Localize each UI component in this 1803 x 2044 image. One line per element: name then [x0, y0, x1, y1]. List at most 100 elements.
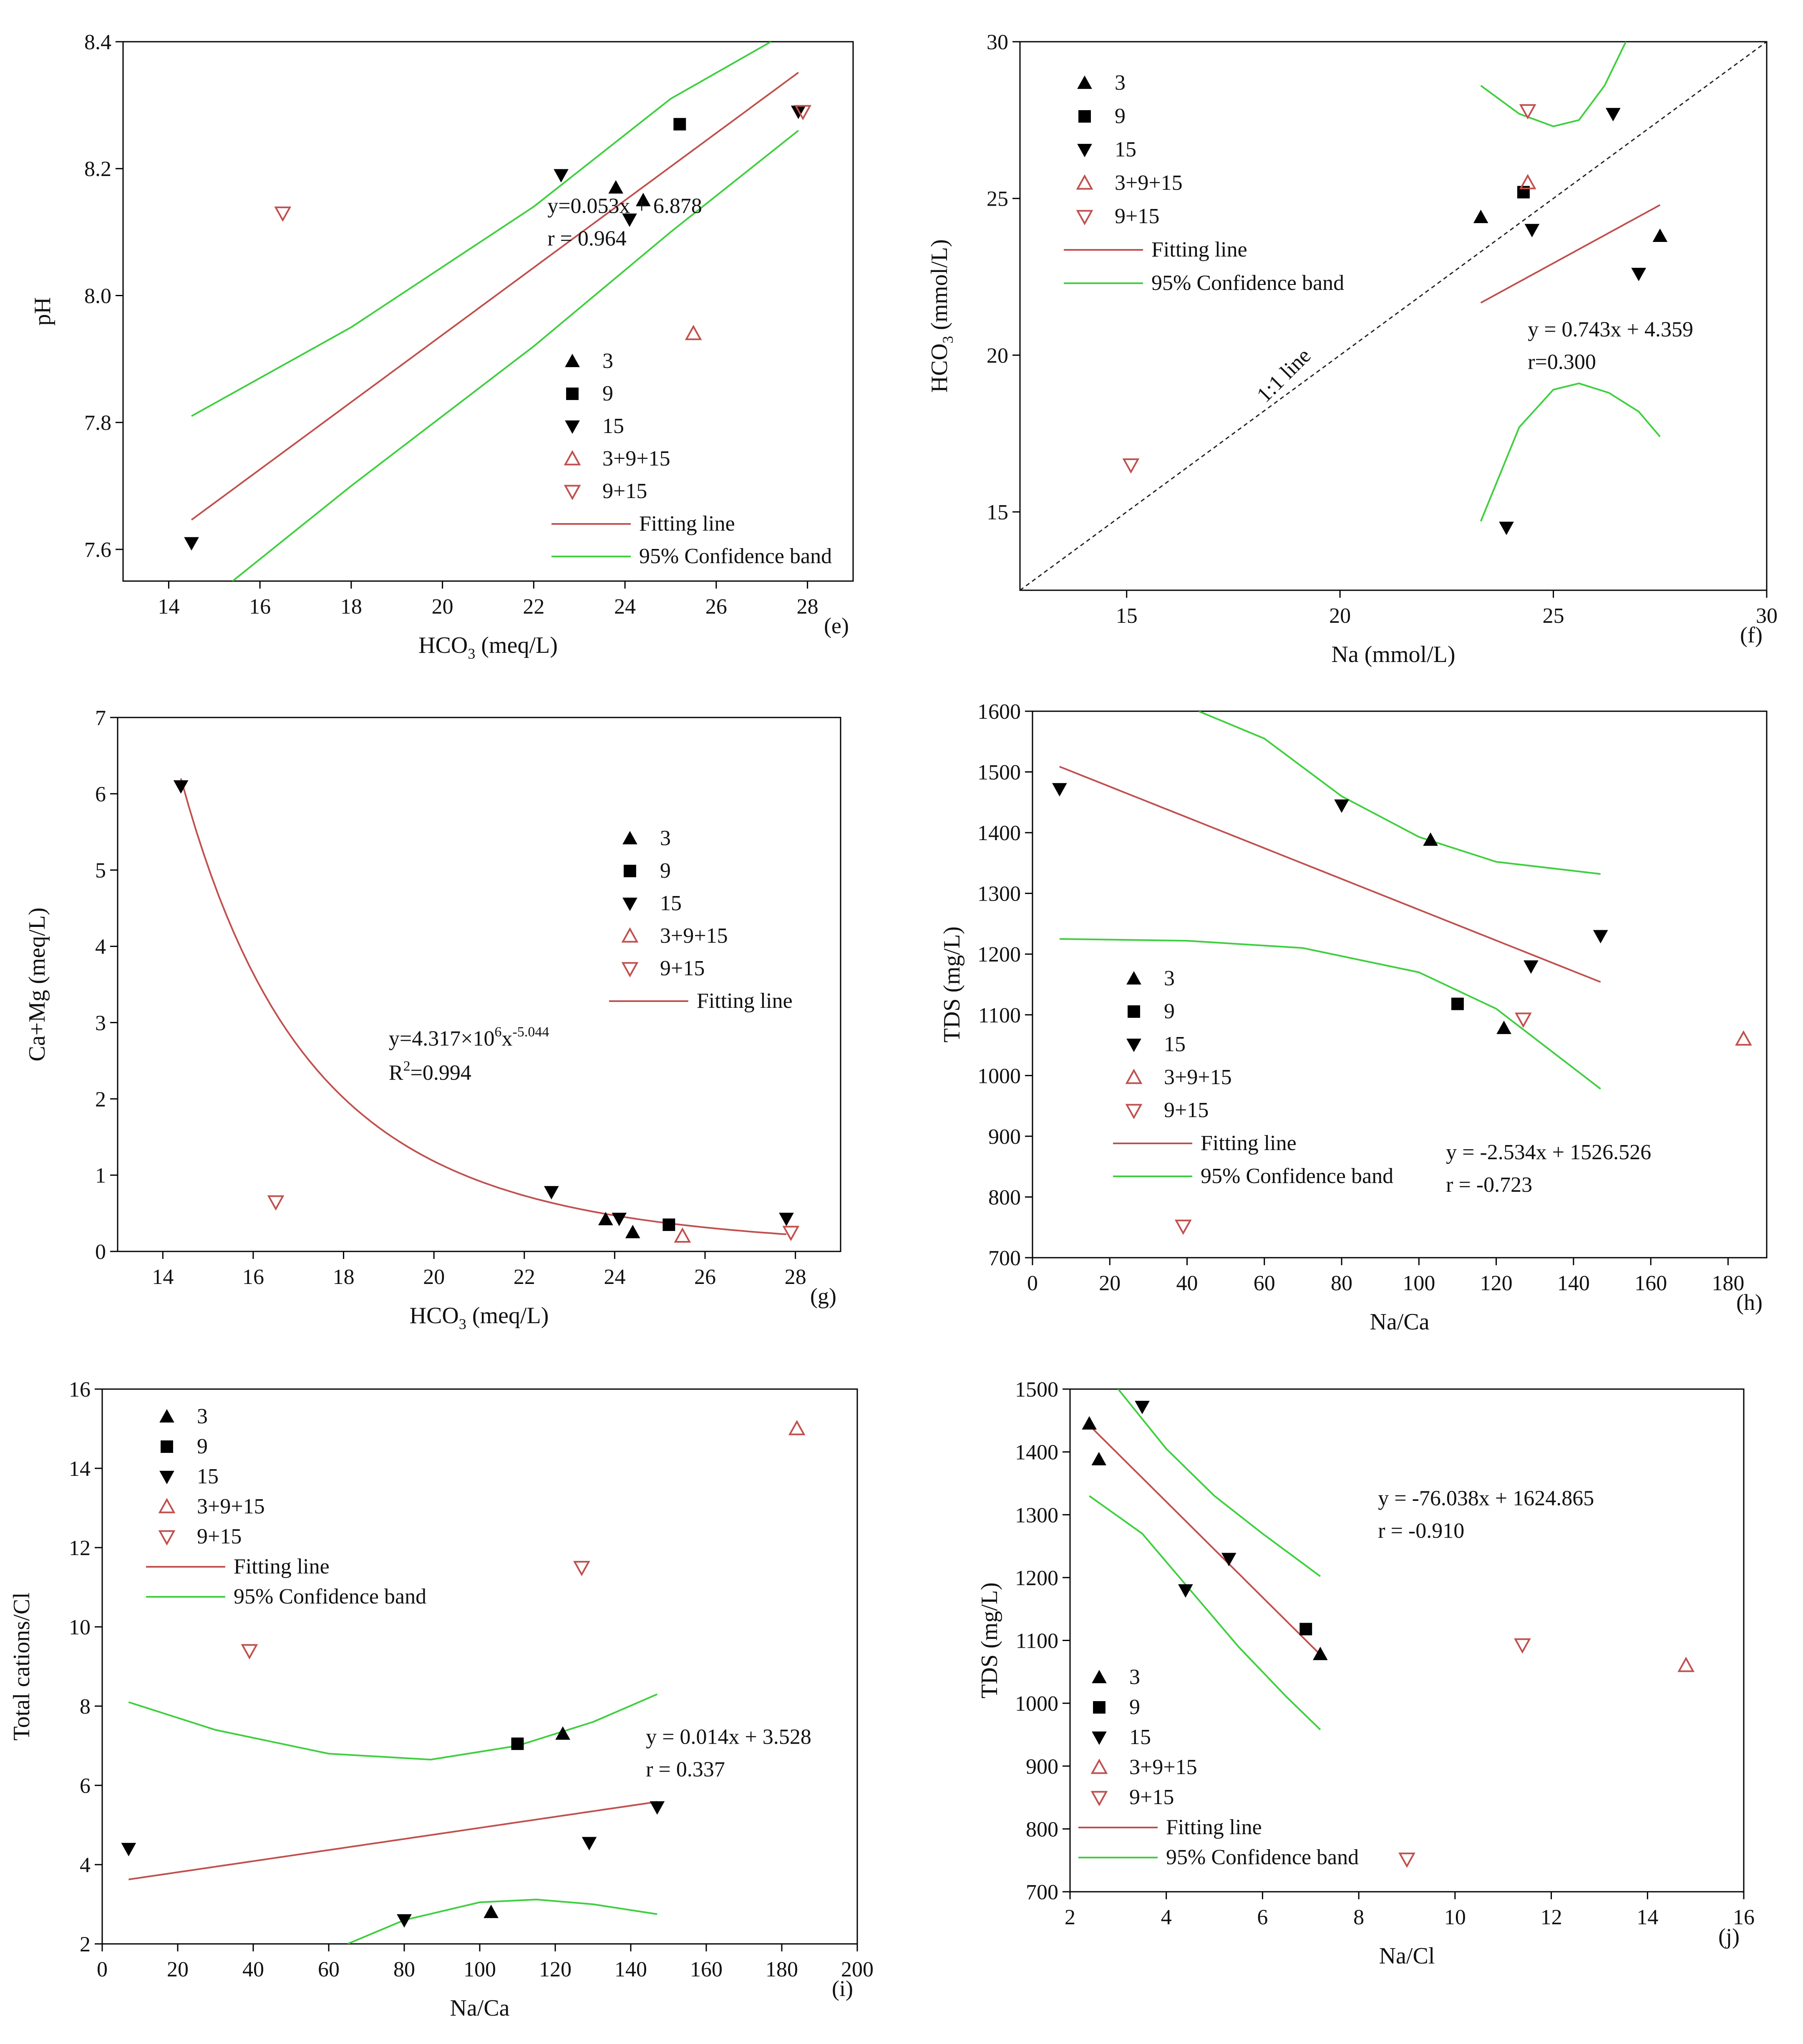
data-point-series-3 [625, 1225, 640, 1238]
y-tick-label: 900 [988, 1125, 1021, 1149]
x-tick-label: 16 [249, 595, 271, 619]
legend-marker [161, 1440, 173, 1453]
fit-correlation: r = -0.723 [1446, 1173, 1532, 1197]
fit-r-squared: R2=0.994 [389, 1058, 471, 1085]
x-tick-label: 40 [242, 1958, 264, 1981]
data-point-series-9-15 [274, 206, 292, 222]
y-tick-label: 3 [95, 1011, 106, 1035]
fitting-line [180, 778, 787, 1235]
x-tick-label: 200 [841, 1958, 874, 1981]
legend-label: 15 [660, 891, 682, 915]
fitting-line [1480, 204, 1661, 304]
data-point-series-15 [1221, 1553, 1236, 1566]
data-point-series-3 [608, 180, 624, 194]
data-point-series-3-9-15 [674, 1227, 691, 1243]
x-tick-label: 100 [1403, 1271, 1435, 1295]
data-point-series-3-9-15 [788, 1420, 806, 1435]
x-tick-label: 80 [393, 1958, 415, 1981]
y-tick-label: 1000 [977, 1064, 1021, 1088]
data-point-series-3 [1496, 1020, 1511, 1034]
y-tick-label: 1100 [1016, 1629, 1058, 1653]
legend-label: 9 [1129, 1695, 1140, 1719]
y-tick-label: 0 [95, 1240, 106, 1264]
data-point-series-15 [1631, 267, 1646, 282]
fit-equation: y = 0.743x + 4.359 [1528, 317, 1693, 341]
data-point-series-15 [1523, 960, 1539, 974]
y-tick-label: 6 [95, 783, 106, 806]
legend-label: 3+9+15 [660, 924, 728, 948]
data-point-series-15 [779, 1213, 794, 1226]
legend-marker [1093, 1701, 1105, 1714]
data-point-series-15 [1334, 799, 1349, 813]
legend-marker [566, 388, 579, 400]
y-tick-label: 8.4 [84, 30, 111, 54]
data-point-series-9 [1299, 1623, 1312, 1636]
x-tick-label: 0 [97, 1958, 108, 1981]
legend-marker [1125, 1068, 1143, 1084]
plot-area [180, 778, 787, 1235]
chart-panel-j: 2 4 6 8 10 12 14 16 700 800 900 1000 1100 1200 1300 140… [977, 1378, 1755, 1969]
x-tick-label: 30 [1756, 604, 1778, 628]
legend-label: 9+15 [1115, 204, 1159, 228]
fit-equation: y = -76.038x + 1624.865 [1378, 1487, 1594, 1510]
legend-label: 3 [1115, 71, 1126, 95]
x-tick-label: 22 [523, 595, 544, 619]
legend-marker [565, 353, 580, 368]
data-point-series-15 [650, 1801, 665, 1815]
data-point-series-3-9-15 [685, 325, 702, 340]
legend-marker [1128, 1005, 1140, 1018]
fit-equation: y = 0.014x + 3.528 [646, 1725, 811, 1749]
legend-marker [1076, 210, 1093, 226]
data-point-series-15 [1593, 930, 1608, 944]
data-point-series-15 [397, 1914, 412, 1928]
fitting-line [191, 72, 799, 521]
x-tick-label: 18 [333, 1265, 355, 1289]
x-axis-label: Na/Cl [1379, 1943, 1435, 1969]
x-tick-label: 24 [604, 1265, 625, 1289]
data-point-series-15 [1052, 783, 1067, 797]
data-point-series-3 [483, 1904, 499, 1918]
legend-label: 15 [1164, 1032, 1186, 1056]
legend-marker [564, 485, 581, 501]
legend-label: 3+9+15 [1164, 1065, 1232, 1089]
confidence-band-lower [1088, 1495, 1321, 1730]
x-tick-label: 80 [1331, 1271, 1352, 1295]
y-tick-label: 5 [95, 859, 106, 883]
y-tick-label: 12 [69, 1536, 91, 1560]
legend-label: 9+15 [1164, 1098, 1209, 1122]
data-point-series-3 [1091, 1452, 1107, 1465]
y-tick-label: 1400 [1015, 1441, 1058, 1465]
legend: 3 9 15 3+9+15 9+15 Fitting line 95% Confidence… [1064, 71, 1344, 295]
y-tick-label: 800 [988, 1186, 1021, 1209]
y-tick-label: 800 [1026, 1817, 1058, 1841]
legend-label: 3+9+15 [197, 1495, 265, 1518]
data-point-series-3 [555, 1726, 570, 1740]
data-point-series-3-9-15 [1519, 174, 1536, 189]
legend-label: Fitting line [639, 512, 735, 536]
fit-correlation: r = 0.337 [646, 1757, 725, 1781]
x-tick-label: 26 [705, 595, 727, 619]
x-tick-label: 20 [167, 1958, 189, 1981]
data-point-series-9-15 [267, 1195, 285, 1211]
data-point-series-9-15 [1174, 1219, 1192, 1235]
confidence-band-lower [1059, 938, 1601, 1090]
x-tick-label: 8 [1353, 1906, 1364, 1929]
x-tick-label: 140 [1557, 1271, 1590, 1295]
legend-marker [1125, 1104, 1143, 1120]
fitting-line [128, 1801, 657, 1880]
legend-label: 9 [1115, 104, 1126, 128]
legend-marker [1092, 1669, 1107, 1684]
y-tick-label: 700 [988, 1246, 1021, 1270]
x-tick-label: 6 [1257, 1906, 1268, 1929]
panel-label: (j) [1718, 1924, 1740, 1949]
data-point-series-9-15 [1398, 1853, 1415, 1868]
fitting-line [1059, 765, 1601, 983]
plot-frame [1032, 710, 1768, 1259]
plot-frame [1019, 41, 1768, 591]
x-tick-label: 16 [242, 1265, 264, 1289]
legend: 3 9 15 3+9+15 9+15 Fitting line 95% Confidence… [146, 1405, 426, 1609]
data-point-series-9 [511, 1737, 524, 1750]
y-tick-label: 8 [80, 1695, 91, 1719]
y-tick-label: 10 [69, 1616, 91, 1639]
